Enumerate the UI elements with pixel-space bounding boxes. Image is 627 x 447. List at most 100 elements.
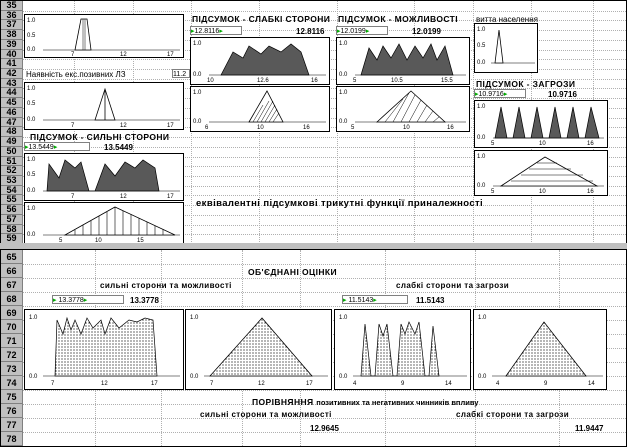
gridline [23, 30, 626, 32]
svg-text:5: 5 [491, 189, 495, 195]
row-header[interactable]: 47 [1, 117, 22, 128]
row-header[interactable]: 42 [1, 68, 22, 79]
row-header[interactable]: 70 [1, 320, 22, 334]
summary-weak-title: ПІДСУМОК - СЛАБКІ СТОРОНИ [192, 14, 331, 24]
row-header[interactable]: 69 [1, 306, 22, 320]
spin-left-icon[interactable]: ▸ [343, 297, 347, 304]
spin-left-icon[interactable]: ▸ [337, 28, 341, 35]
row-header[interactable]: 49 [1, 136, 22, 147]
row-header[interactable]: 50 [1, 146, 22, 157]
spin-right-icon[interactable]: ▸ [373, 297, 377, 304]
spin-right-icon[interactable]: ▸ [219, 28, 223, 35]
row-header[interactable]: 73 [1, 362, 22, 376]
row-header[interactable]: 46 [1, 107, 22, 118]
svg-text:1.0: 1.0 [477, 154, 486, 160]
svg-text:10: 10 [403, 125, 410, 131]
svg-text:12.6: 12.6 [257, 78, 269, 84]
spinner-value: 12.8116 [194, 28, 220, 35]
svg-text:0.0: 0.0 [27, 47, 36, 53]
chart-combined-pos: 1.0 0.0 7 12 17 [24, 309, 184, 390]
row-header[interactable]: 39 [1, 39, 22, 50]
opp-spinner[interactable]: ▸12.0199▸ [336, 26, 388, 35]
row-header[interactable]: 56 [1, 204, 22, 215]
row-header[interactable]: 35 [1, 0, 22, 11]
row-header[interactable]: 58 [1, 224, 22, 235]
availability-value[interactable]: 11.2 [172, 69, 190, 78]
row-header[interactable]: 44 [1, 88, 22, 99]
threats-spinner[interactable]: ▸10.9716▸ [474, 89, 526, 98]
row-header[interactable]: 51 [1, 156, 22, 167]
svg-text:1.0: 1.0 [477, 27, 486, 33]
row-header[interactable]: 65 [1, 250, 22, 264]
summary-threats-title: ПІДСУМОК - ЗАГРОЗИ [476, 79, 576, 89]
gridline [23, 404, 626, 405]
svg-text:7: 7 [71, 52, 75, 57]
svg-text:5: 5 [59, 238, 63, 243]
row-header[interactable]: 68 [1, 292, 22, 306]
chart-threats: 1.0 0.0 5 10 16 [474, 100, 608, 148]
pos-spinner[interactable]: ▸ 13.3778▸ [52, 295, 124, 304]
svg-text:0.5: 0.5 [27, 101, 36, 107]
row-header[interactable]: 71 [1, 334, 22, 348]
neg-spinner[interactable]: ▸ 11.5143▸ [342, 295, 408, 304]
cmp-neg-label: слабкі сторони та загрози [456, 410, 570, 419]
gridline [23, 390, 626, 391]
spin-right-icon[interactable]: ▸ [83, 297, 88, 304]
spinner-value: 13.3778 [58, 297, 84, 304]
spin-left-icon[interactable]: ▸ [475, 91, 479, 98]
svg-text:17: 17 [306, 381, 313, 387]
row-header[interactable]: 37 [1, 20, 22, 31]
summary-strengths-title: ПІДСУМОК - СИЛЬНІ СТОРОНИ [30, 132, 170, 142]
spin-left-icon[interactable]: ▸ [53, 297, 57, 304]
neg-label: слабкі сторони та загрози [396, 281, 510, 290]
svg-text:1.0: 1.0 [339, 90, 348, 96]
row-header[interactable]: 43 [1, 78, 22, 89]
population-label: витта населення [476, 15, 538, 24]
row-header[interactable]: 75 [1, 390, 22, 404]
row-header[interactable]: 40 [1, 49, 22, 60]
svg-text:10: 10 [95, 238, 102, 243]
chart-strengths: 1.0 0.5 0.0 7 12 17 [24, 153, 184, 201]
row-header[interactable]: 38 [1, 29, 22, 40]
row-header[interactable]: 41 [1, 59, 22, 70]
pos-value: 13.3778 [130, 296, 159, 305]
row-header[interactable]: 52 [1, 165, 22, 176]
row-header[interactable]: 72 [1, 348, 22, 362]
spin-right-icon[interactable]: ▸ [53, 144, 58, 151]
row-header[interactable]: 48 [1, 127, 22, 138]
gridline [23, 418, 626, 419]
svg-text:0.5: 0.5 [27, 172, 36, 178]
row-header[interactable]: 36 [1, 10, 22, 21]
row-header[interactable]: 67 [1, 278, 22, 292]
row-header[interactable]: 45 [1, 97, 22, 108]
svg-text:17: 17 [167, 194, 174, 200]
row-header[interactable]: 77 [1, 418, 22, 432]
svg-text:1.0: 1.0 [339, 315, 348, 321]
row-header[interactable]: 57 [1, 214, 22, 225]
strengths-spinner[interactable]: ▸13.5449▸ [24, 142, 90, 151]
spin-left-icon[interactable]: ▸ [25, 144, 29, 151]
row-header[interactable]: 76 [1, 404, 22, 418]
row-header[interactable]: 66 [1, 264, 22, 278]
svg-text:0.5: 0.5 [477, 43, 486, 49]
chart-strengths-eq: 1.0 0.0 5 10 15 [24, 202, 184, 244]
svg-text:17: 17 [151, 381, 158, 387]
spin-left-icon[interactable]: ▸ [191, 28, 195, 35]
chart-combined-pos-eq: 1.0 0.0 7 12 17 [185, 309, 332, 390]
chart-combined-neg: 1.0 0.0 4 9 14 [334, 309, 471, 390]
row-header[interactable]: 74 [1, 376, 22, 390]
row-header[interactable]: 54 [1, 185, 22, 196]
row-header[interactable]: 78 [1, 432, 22, 446]
row-header[interactable]: 53 [1, 175, 22, 186]
spin-right-icon[interactable]: ▸ [503, 91, 508, 98]
row-header[interactable]: 55 [1, 195, 22, 206]
svg-text:5: 5 [353, 78, 357, 84]
weak-spinner[interactable]: ▸12.8116▸ [190, 26, 242, 35]
spin-right-icon[interactable]: ▸ [365, 28, 370, 35]
gridline [23, 306, 626, 307]
svg-text:0.0: 0.0 [478, 374, 487, 380]
compare-title-a: ПОРІВНЯННЯ [252, 397, 314, 407]
pane-separator[interactable] [0, 243, 627, 249]
gridline [23, 20, 626, 22]
chart-opp: 1.0 0.0 5 10.5 15.5 [336, 37, 470, 85]
